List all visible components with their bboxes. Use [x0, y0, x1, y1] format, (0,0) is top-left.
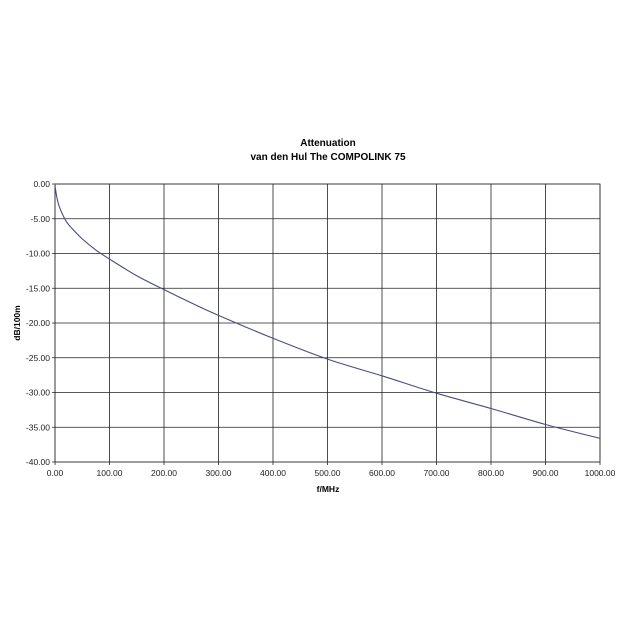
y-tick-label: 0.00 [33, 179, 50, 189]
y-tick-labels: 0.00 -5.00 -10.00 -15.00 -20.00 -25.00 -30.00 -… [26, 179, 50, 467]
chart-title: Attenuation [300, 138, 356, 149]
y-tick-label: -10.00 [26, 249, 50, 259]
x-tick-labels: 0.00 100.00 200.00 300.00 400.00 500.00 600.00… [47, 468, 616, 478]
x-tick-label: 300.00 [206, 468, 232, 478]
x-tick-label: 500.00 [315, 468, 341, 478]
y-tick-label: -25.00 [26, 353, 50, 363]
y-tick-label: -30.00 [26, 388, 50, 398]
x-tick-label: 900.00 [533, 468, 559, 478]
y-tick-label: -5.00 [31, 214, 51, 224]
chart-subtitle: van den Hul The COMPOLINK 75 [250, 152, 405, 163]
x-tick-label: 400.00 [260, 468, 286, 478]
x-tick-label: 200.00 [151, 468, 177, 478]
x-tick-label: 1000.00 [585, 468, 616, 478]
y-tick-label: -40.00 [26, 457, 50, 467]
series-line-attenuation [54, 183, 601, 439]
x-tick-label: 800.00 [478, 468, 504, 478]
y-tick-label: -20.00 [26, 318, 50, 328]
x-tick-label: 700.00 [424, 468, 450, 478]
x-tick-label: 0.00 [47, 468, 64, 478]
x-tick-label: 100.00 [97, 468, 123, 478]
grid [52, 183, 601, 465]
y-tick-label: -35.00 [26, 422, 50, 432]
series-lines [54, 183, 601, 439]
y-axis-label: dB/100m [12, 305, 22, 341]
y-tick-label: -15.00 [26, 283, 50, 293]
x-tick-label: 600.00 [369, 468, 395, 478]
x-axis-label: f/MHz [317, 484, 340, 494]
